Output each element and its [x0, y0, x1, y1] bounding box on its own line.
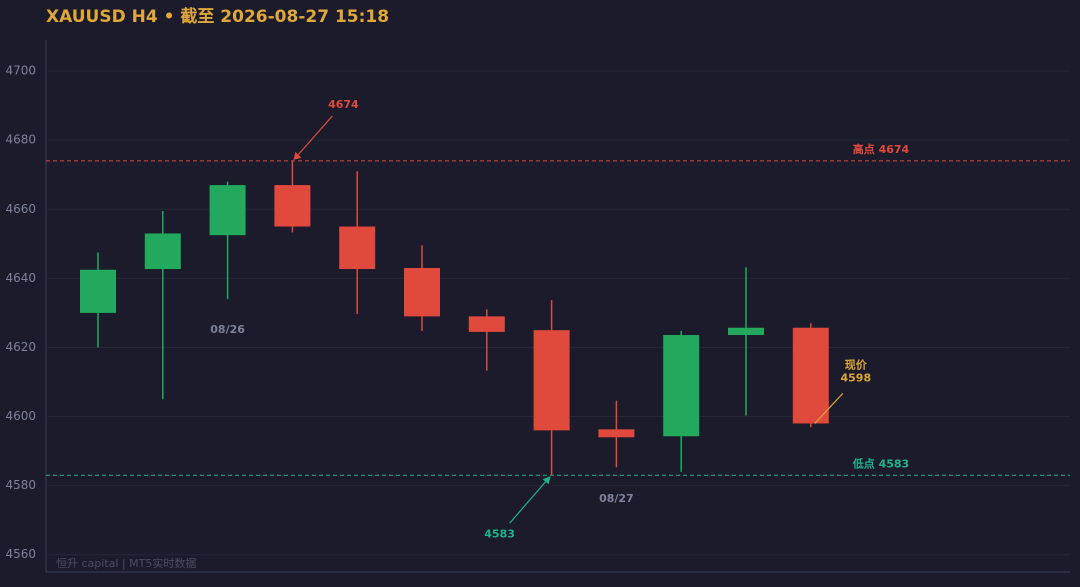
candle-body — [468, 316, 505, 332]
arrow-head — [293, 151, 302, 160]
watermark: 恒升 capital | MT5实时数据 — [56, 556, 196, 570]
candle-body — [792, 327, 829, 424]
annotation-arrow — [294, 115, 333, 159]
y-tick-label: 4620 — [5, 340, 36, 354]
annotation-arrow — [509, 477, 550, 524]
candle-body — [144, 233, 181, 270]
x-tick-label: 08/27 — [599, 492, 634, 505]
candle-body — [728, 327, 764, 336]
candle-body — [80, 269, 116, 313]
current-price-annotation: 4598 — [840, 371, 871, 384]
candle-body — [598, 429, 635, 438]
y-tick-label: 4680 — [5, 133, 36, 147]
candle-body — [339, 226, 376, 270]
y-tick-label: 4600 — [5, 409, 36, 423]
x-tick-label: 08/26 — [210, 323, 245, 336]
y-tick-label: 4560 — [5, 547, 36, 561]
y-tick-label: 4660 — [5, 202, 36, 216]
y-tick-label: 4700 — [5, 64, 36, 78]
candle-body — [274, 185, 311, 227]
current-price-pointer — [814, 393, 844, 424]
candle-body — [663, 335, 700, 437]
candle-body — [209, 185, 246, 236]
reference-label: 低点 4583 — [852, 456, 909, 470]
y-tick-label: 4580 — [5, 478, 36, 492]
reference-label: 高点 4674 — [853, 142, 910, 156]
high-annotation: 4674 — [328, 98, 359, 111]
chart-title: XAUUSD H4 • 截至 2026-08-27 15:18 — [46, 6, 389, 27]
low-annotation: 4583 — [484, 527, 515, 540]
current-price-label: 现价 — [845, 358, 868, 371]
y-tick-label: 4640 — [5, 271, 36, 285]
candle-body — [533, 330, 570, 431]
candle-body — [404, 268, 440, 317]
arrow-head — [542, 476, 551, 485]
